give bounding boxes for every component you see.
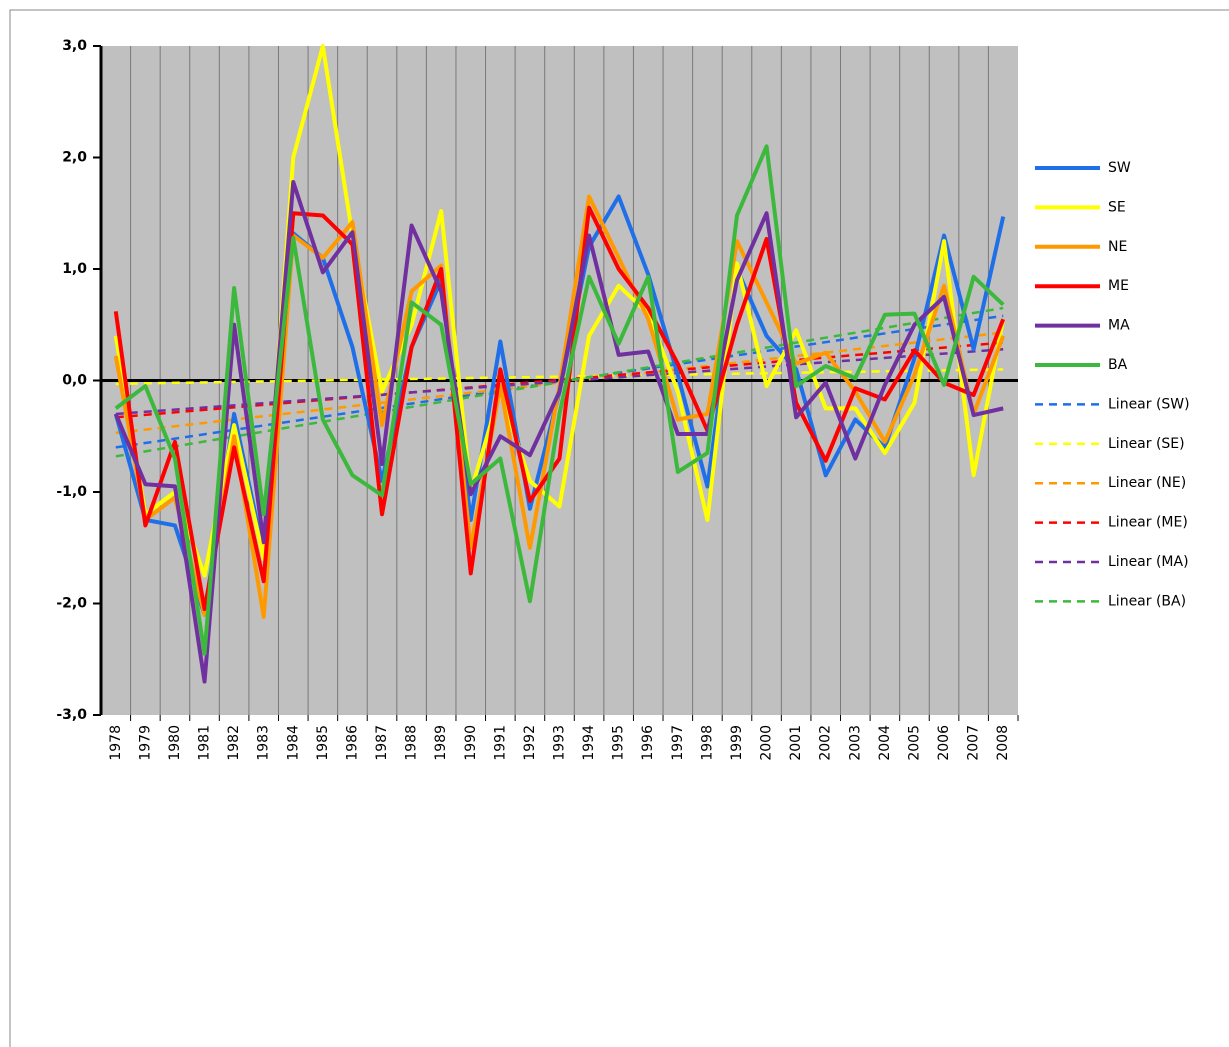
legend-label: Linear (MA) [1108, 554, 1189, 570]
x-tick-label: 2006 [936, 725, 952, 761]
legend-label: Linear (SW) [1108, 396, 1190, 412]
x-tick-label: 1999 [729, 725, 745, 761]
x-tick-label: 1985 [315, 725, 331, 761]
x-tick-label: 1993 [552, 725, 568, 761]
x-tick-label: 1979 [137, 725, 153, 761]
trend-line [115, 331, 1004, 435]
x-tick-label: 1996 [640, 725, 656, 761]
series-line [113, 205, 1006, 612]
x-tick-label: 2003 [847, 725, 863, 761]
trend-line [115, 341, 1004, 419]
trend-line [115, 368, 1004, 386]
x-tick-label: 2001 [788, 725, 804, 761]
y-tick-label: 2,0 [62, 150, 87, 166]
x-tick-label: 2004 [877, 725, 893, 761]
x-tick-label: 1987 [374, 725, 390, 761]
y-tick-label: -1,0 [56, 484, 87, 500]
legend-label: ME [1108, 278, 1129, 294]
x-tick-label: 2000 [759, 725, 775, 761]
legend-label: BA [1108, 357, 1128, 373]
x-tick-label: 1989 [433, 725, 449, 761]
x-tick-label: 1997 [670, 725, 686, 761]
legend-label: Linear (BA) [1108, 593, 1186, 609]
y-tick-label: -3,0 [56, 707, 87, 723]
x-tick-label: 1994 [581, 725, 597, 761]
x-tick-label: 1983 [256, 725, 272, 761]
x-tick-label: 2008 [995, 725, 1011, 761]
legend-label: SE [1108, 199, 1126, 215]
legend-label: NE [1108, 239, 1127, 255]
x-tick-label: 1980 [167, 725, 183, 761]
x-tick-label: 1984 [285, 725, 301, 761]
y-tick-label: 3,0 [62, 38, 87, 54]
x-tick-label: 1992 [522, 725, 538, 761]
legend-label: SW [1108, 160, 1131, 176]
x-tick-label: 1991 [492, 725, 508, 761]
y-tick-label: 1,0 [62, 261, 87, 277]
x-tick-label: 2005 [906, 725, 922, 761]
x-tick-label: 1982 [226, 725, 242, 761]
x-tick-label: 1990 [463, 725, 479, 761]
x-tick-label: 2007 [966, 725, 982, 761]
series-line [113, 180, 1004, 684]
x-tick-label: 1988 [404, 725, 420, 761]
x-tick-label: 1981 [197, 725, 213, 761]
x-tick-label: 1978 [108, 725, 124, 761]
y-tick-label: -2,0 [56, 596, 87, 612]
legend-label: Linear (SE) [1108, 436, 1185, 452]
x-tick-label: 1986 [344, 725, 360, 761]
x-tick-label: 1998 [699, 725, 715, 761]
legend-label: Linear (NE) [1108, 475, 1186, 491]
series-line [114, 144, 1005, 656]
legend-label: MA [1108, 318, 1130, 334]
y-tick-label: 0,0 [62, 373, 87, 389]
x-tick-label: 2002 [818, 725, 834, 761]
legend-label: Linear (ME) [1108, 515, 1188, 531]
x-tick-label: 1995 [611, 725, 627, 761]
